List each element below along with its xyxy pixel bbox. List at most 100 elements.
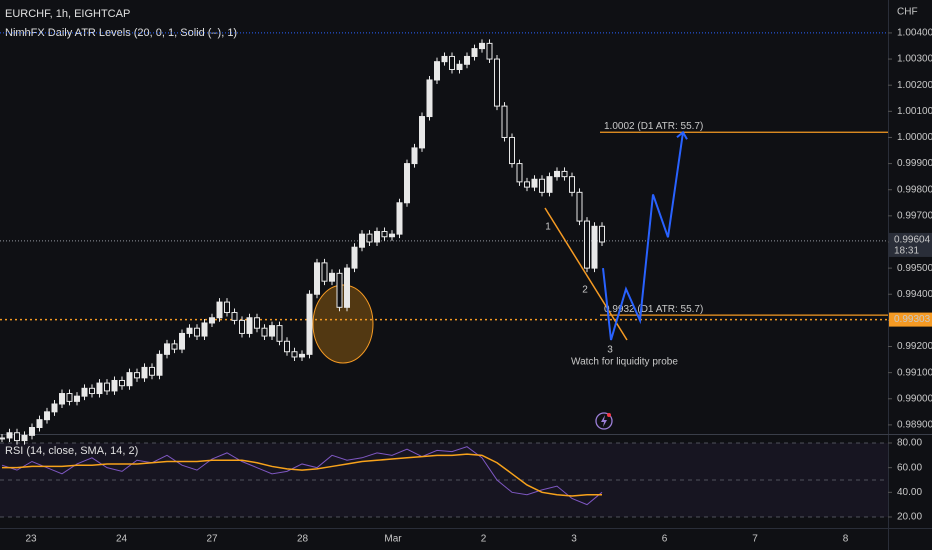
y-tick-label: 0.99700 bbox=[897, 210, 932, 221]
candle bbox=[89, 387, 95, 395]
candle bbox=[14, 432, 20, 442]
candle bbox=[306, 293, 313, 355]
candle bbox=[404, 163, 410, 204]
candle bbox=[599, 225, 605, 243]
candle bbox=[531, 178, 538, 188]
y-tick-label: 1.00000 bbox=[897, 132, 932, 143]
candle bbox=[419, 116, 425, 149]
candle bbox=[81, 387, 88, 397]
rsi-line bbox=[2, 453, 602, 497]
candle bbox=[389, 233, 395, 238]
rsi-title: RSI (14, close, SMA, 14, 2) bbox=[5, 445, 138, 457]
level-price-box bbox=[889, 312, 932, 327]
candle bbox=[314, 262, 320, 295]
rsi-tick-label: 20.00 bbox=[897, 512, 922, 523]
alert-icon-dot[interactable] bbox=[607, 413, 611, 417]
y-tick-label: 1.00300 bbox=[897, 54, 932, 65]
rsi-tick-label: 60.00 bbox=[897, 462, 922, 473]
x-tick-label: 24 bbox=[116, 534, 128, 545]
x-tick-label: 23 bbox=[25, 534, 37, 545]
candle bbox=[486, 42, 493, 60]
projection-path bbox=[602, 132, 684, 341]
candle bbox=[336, 272, 343, 308]
candle bbox=[411, 147, 418, 165]
candle bbox=[591, 225, 598, 269]
candle bbox=[359, 233, 365, 248]
candle bbox=[269, 325, 275, 337]
candle bbox=[539, 178, 545, 193]
y-tick-label: 0.99800 bbox=[897, 184, 932, 195]
x-tick-label: 6 bbox=[662, 534, 668, 545]
x-tick-label: 8 bbox=[843, 534, 849, 545]
candle bbox=[194, 327, 200, 337]
candle bbox=[456, 63, 463, 71]
x-tick-label: Mar bbox=[384, 534, 402, 545]
y-tick-label: 1.00400 bbox=[897, 28, 932, 39]
candle bbox=[366, 233, 373, 243]
candle bbox=[284, 340, 290, 353]
candle bbox=[561, 170, 568, 178]
candle bbox=[141, 366, 148, 379]
candle bbox=[149, 366, 155, 376]
candle bbox=[381, 231, 388, 238]
candle bbox=[119, 379, 125, 387]
current-price-label: 0.99604 bbox=[894, 235, 931, 246]
candle bbox=[29, 427, 35, 436]
candle bbox=[261, 327, 268, 337]
current-price-box bbox=[889, 232, 932, 257]
alert-icon-ring[interactable] bbox=[595, 412, 613, 430]
wave-line bbox=[544, 207, 628, 341]
x-tick-label: 7 bbox=[752, 534, 758, 545]
candle bbox=[449, 55, 455, 71]
candle bbox=[126, 372, 133, 387]
wave-label: 1 bbox=[545, 222, 551, 233]
x-tick-label: 27 bbox=[206, 534, 218, 545]
candle bbox=[36, 419, 43, 429]
candle bbox=[111, 379, 118, 392]
candle bbox=[546, 176, 553, 193]
candle bbox=[509, 136, 515, 165]
candle bbox=[156, 353, 163, 376]
candle bbox=[344, 267, 350, 308]
candle bbox=[179, 332, 185, 350]
wave-label: 2 bbox=[582, 285, 588, 296]
candle bbox=[0, 437, 5, 440]
candle bbox=[524, 181, 530, 188]
x-tick-label: 28 bbox=[297, 534, 309, 545]
y-tick-label: 0.99400 bbox=[897, 289, 932, 300]
x-tick-label: 3 bbox=[571, 534, 577, 545]
candle bbox=[96, 382, 103, 395]
candle bbox=[329, 272, 335, 282]
candle bbox=[66, 393, 73, 402]
candle bbox=[494, 58, 500, 107]
candle bbox=[216, 301, 223, 319]
candle bbox=[554, 170, 560, 178]
atr-level-label: 0.9932 (D1 ATR: 55.7) bbox=[604, 304, 703, 315]
candle bbox=[6, 432, 13, 439]
candle bbox=[201, 322, 208, 337]
candle bbox=[209, 317, 215, 324]
candle bbox=[246, 317, 253, 334]
rsi-tick-label: 80.00 bbox=[897, 438, 922, 449]
candle bbox=[21, 434, 28, 442]
candle bbox=[374, 231, 380, 243]
candle bbox=[164, 343, 170, 355]
y-tick-label: 0.99500 bbox=[897, 263, 932, 274]
candle bbox=[74, 395, 80, 402]
candle bbox=[44, 411, 50, 421]
candle bbox=[569, 176, 575, 193]
candle bbox=[254, 317, 260, 329]
annotation: Watch for liquidity probe bbox=[571, 357, 678, 368]
candle bbox=[134, 372, 140, 379]
highlight-circle bbox=[312, 284, 374, 364]
candle bbox=[441, 55, 448, 63]
atr-level-label: 1.0002 (D1 ATR: 55.7) bbox=[604, 121, 703, 132]
candle bbox=[576, 191, 583, 222]
alert-icon-bolt[interactable] bbox=[601, 415, 607, 427]
candle bbox=[276, 325, 283, 342]
y-tick-label: 0.99900 bbox=[897, 158, 932, 169]
candle bbox=[231, 312, 238, 321]
alert-icon[interactable] bbox=[595, 412, 613, 430]
